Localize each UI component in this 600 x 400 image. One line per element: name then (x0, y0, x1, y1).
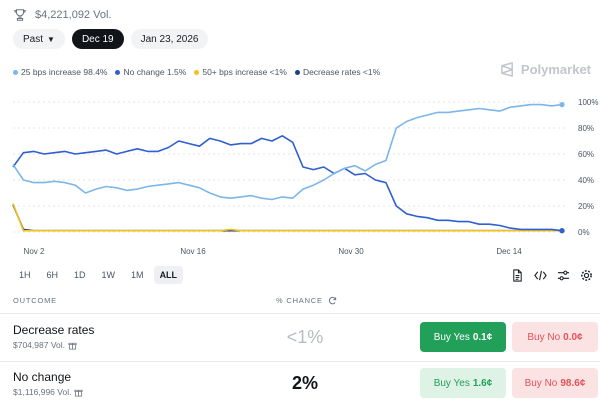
buy-no-price: 0.0¢ (563, 331, 583, 343)
outcome-name: No change (13, 370, 72, 384)
outcome-chance: <1% (286, 327, 324, 347)
legend-label: Decrease rates <1% (302, 67, 381, 77)
legend-dot (115, 69, 121, 75)
y-tick-label: 0% (578, 228, 590, 237)
y-tick-label: 40% (578, 176, 594, 185)
chance-header: % CHANCE (276, 296, 323, 305)
legend-item: Decrease rates <1% (294, 67, 381, 77)
legend-label: 50+ bps increase <1% (202, 67, 287, 77)
legend-item: 25 bps increase 98.4% (13, 67, 107, 77)
table-divider (0, 313, 600, 314)
trophy-icon (14, 9, 26, 21)
outcome-header: OUTCOME (13, 296, 57, 305)
buy-no-price: 98.6¢ (560, 377, 586, 389)
series-line (12, 204, 562, 232)
y-tick-label: 20% (578, 202, 594, 211)
legend-item: 50+ bps increase <1% (194, 67, 287, 77)
series-line (12, 203, 562, 232)
document-icon[interactable] (511, 269, 524, 282)
past-dropdown[interactable]: Past ▼ (13, 29, 65, 49)
buy-yes-button[interactable]: Buy Yes 0.1¢ (420, 322, 506, 352)
series-end-point (559, 228, 565, 234)
date-pill-selected[interactable]: Dec 19 (71, 29, 124, 49)
buy-yes-label: Buy Yes (433, 377, 470, 389)
legend-label: 25 bps increase 98.4% (21, 67, 108, 77)
x-tick-label: Nov 16 (180, 247, 206, 256)
outcome-volume: $704,987 Vol. (13, 340, 77, 350)
outcome-volume-text: $704,987 Vol. (13, 340, 65, 350)
outcome-chance: 2% (291, 373, 318, 393)
range-1m[interactable]: 1M (131, 270, 144, 280)
chance-header-wrap[interactable]: % CHANCE (276, 296, 337, 305)
buy-no-button[interactable]: Buy No 0.0¢ (512, 322, 598, 352)
range-1d[interactable]: 1D (74, 270, 86, 280)
embed-code-icon[interactable] (534, 269, 547, 282)
buy-no-button[interactable]: Buy No 98.6¢ (512, 368, 598, 398)
legend-dot (294, 69, 300, 75)
date-selector: Past ▼ Dec 19 Jan 23, 2026 (13, 29, 209, 49)
sliders-icon[interactable] (557, 269, 570, 282)
volume-row: $4,221,092 Vol. (13, 8, 111, 22)
polymarket-logo: Polymarket (500, 62, 591, 77)
x-tick-label: Dec 14 (496, 247, 522, 256)
date-pill-next[interactable]: Jan 23, 2026 (130, 29, 209, 49)
chart-legend: 25 bps increase 98.4% No change 1.5% 50+… (13, 67, 380, 77)
range-1w[interactable]: 1W (101, 270, 116, 280)
x-tick-label: Nov 2 (24, 247, 45, 256)
settings-icon[interactable] (580, 269, 593, 282)
range-1h[interactable]: 1H (19, 270, 31, 280)
range-all[interactable]: ALL (153, 266, 184, 284)
total-volume: $4,221,092 Vol. (35, 9, 112, 21)
outcome-name: Decrease rates (13, 323, 95, 337)
probability-chart: 100% 80% 60% 40% 20% 0% Nov 2 Nov 16 Nov 30 Dec 1… (12, 98, 598, 256)
buy-yes-price: 1.6¢ (472, 377, 493, 389)
buy-yes-price: 0.1¢ (472, 331, 493, 343)
legend-label: No change 1.5% (123, 67, 187, 77)
x-tick-label: Nov 30 (338, 247, 364, 256)
chart-tools (511, 269, 593, 282)
outcome-volume-text: $1,116,996 Vol. (13, 387, 72, 397)
buy-no-label: Buy No (524, 377, 558, 389)
series-end-point (559, 102, 565, 108)
series-line (12, 103, 563, 201)
polymarket-icon (501, 62, 513, 77)
time-range-selector: 1H 6H 1D 1W 1M ALL (13, 266, 184, 284)
row-divider (0, 361, 600, 362)
legend-dot (194, 69, 200, 75)
y-tick-label: 100% (578, 98, 598, 107)
gift-icon (74, 389, 83, 397)
legend-dot (13, 69, 18, 75)
y-tick-label: 80% (578, 124, 594, 133)
series-line (12, 135, 563, 232)
chevron-down-icon: ▼ (47, 34, 55, 44)
outcome-volume: $1,116,996 Vol. (13, 387, 83, 397)
refresh-icon (328, 296, 336, 305)
buy-yes-label: Buy Yes (433, 331, 470, 343)
legend-item: No change 1.5% (115, 67, 186, 77)
gift-icon (68, 342, 77, 350)
selected-date-label: Dec 19 (81, 33, 114, 45)
range-6h[interactable]: 6H (46, 270, 59, 280)
buy-yes-button[interactable]: Buy Yes 1.6¢ (420, 368, 506, 398)
past-label: Past (23, 33, 44, 45)
y-tick-label: 60% (578, 150, 594, 159)
buy-no-label: Buy No (527, 331, 561, 343)
brand-name: Polymarket (520, 62, 591, 77)
next-date-label: Jan 23, 2026 (140, 33, 199, 45)
